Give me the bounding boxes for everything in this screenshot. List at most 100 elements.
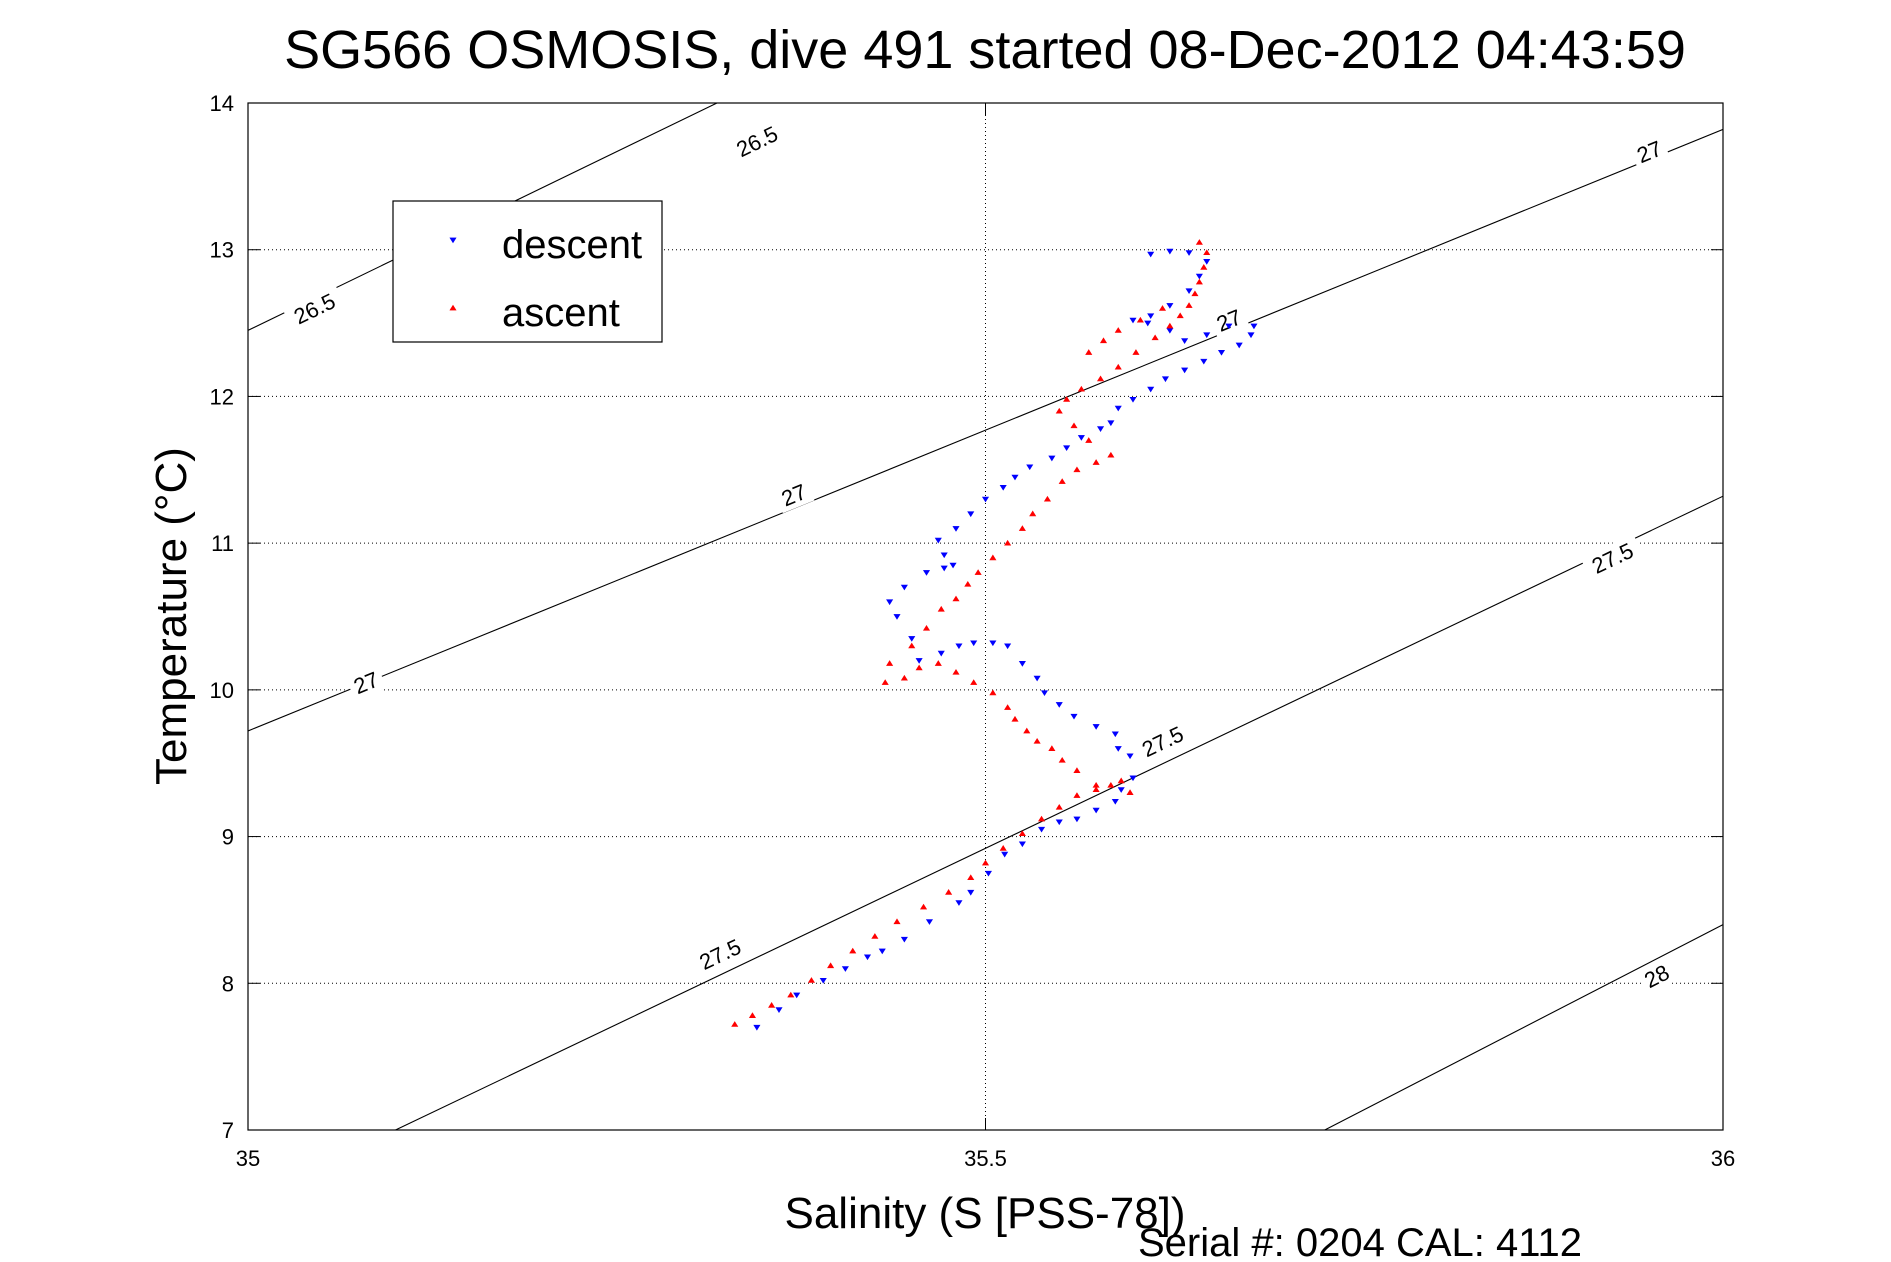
descent-point (1114, 405, 1122, 412)
descent-point (1055, 702, 1063, 708)
ascent-point (1107, 451, 1115, 458)
descent-point (970, 640, 978, 647)
contour-label-gap (688, 929, 752, 979)
ascent-point (952, 595, 960, 602)
descent-point (952, 526, 960, 532)
ascent-point (1029, 510, 1037, 517)
descent-point (1203, 332, 1211, 339)
y-tick-label: 9 (222, 825, 234, 850)
ascent-point (1085, 349, 1093, 355)
ascent-point (900, 674, 908, 681)
ascent-point (952, 668, 960, 675)
ascent-point (1092, 459, 1100, 465)
ascent-point (1085, 437, 1093, 443)
ascent-point (934, 660, 942, 666)
legend-label-ascent: ascent (502, 291, 620, 335)
descent-point (900, 584, 908, 591)
ascent-point (989, 554, 997, 561)
descent-point (793, 992, 801, 999)
descent-point (1040, 690, 1049, 697)
legend-markers (449, 237, 457, 311)
ascent-point (967, 874, 975, 881)
descent-point (1114, 746, 1122, 752)
descent-point (1048, 455, 1056, 462)
descent-point (1111, 798, 1119, 805)
ascent-point (748, 1012, 756, 1018)
descent-point (1195, 273, 1203, 280)
y-axis-label: Temperature (°C) (147, 447, 196, 785)
legend-label-descent: descent (502, 223, 642, 267)
ascent-point (1055, 407, 1063, 414)
descent-point (1055, 819, 1063, 826)
ascent-point (1099, 337, 1108, 344)
ascent-point (964, 580, 972, 587)
y-tick-label: 7 (222, 1118, 234, 1143)
ascent-point (1073, 466, 1081, 473)
descent-point (999, 484, 1007, 491)
descent-point (1181, 367, 1189, 374)
descent-point (1038, 826, 1046, 833)
contour-line (1324, 924, 1723, 1130)
legend-box (392, 200, 663, 343)
ascent-point (1043, 495, 1051, 502)
descent-point (984, 870, 992, 877)
descent-point (915, 658, 923, 664)
y-tick-label: 10 (210, 678, 234, 703)
x-tick-label: 36 (1711, 1146, 1735, 1171)
contour-26-5: 26.526.5 (248, 103, 789, 333)
contour-line (248, 128, 1723, 732)
descent-point (1185, 250, 1193, 256)
ascent-point (970, 679, 978, 685)
descent-point (1147, 251, 1155, 258)
ascent-point (881, 679, 889, 685)
descent-point (940, 552, 948, 559)
contour-label-gap (1628, 132, 1670, 170)
ascent-point (787, 991, 795, 998)
contour-line (248, 103, 719, 331)
descent-point (1129, 317, 1137, 324)
x-axis-label: Salinity (S [PSS-78]) (784, 1189, 1185, 1238)
ascent-point (1114, 363, 1122, 370)
descent-point (949, 562, 957, 569)
descent-point (1129, 396, 1137, 403)
ascent-point (1018, 830, 1026, 837)
descent-point (1111, 731, 1119, 738)
chart-title: SG566 OSMOSIS, dive 491 started 08-Dec-2… (284, 20, 1686, 80)
ascent-point (920, 903, 928, 910)
descent-point (1001, 851, 1009, 858)
descent-point (967, 889, 975, 896)
ascent-point (1092, 781, 1100, 788)
contour-line (395, 495, 1723, 1130)
descent-point (753, 1024, 761, 1031)
ascent-point (1203, 249, 1211, 256)
axis-ticks: 35 35.5 36 7 8 9 10 11 12 13 14 (210, 91, 1736, 1171)
descent-point (1203, 259, 1211, 265)
ascent-point (871, 933, 879, 939)
contour-label-gap (1580, 533, 1645, 583)
ascent-point (1114, 327, 1122, 333)
y-tick-label: 11 (211, 531, 234, 556)
descent-point (1166, 248, 1174, 255)
descent-point (1092, 807, 1100, 814)
ascent-point (945, 889, 953, 895)
ascent-point (1004, 539, 1012, 546)
data-series (731, 239, 1258, 1031)
y-tick-label: 8 (222, 971, 234, 996)
descent-point (1161, 376, 1169, 383)
descent-point (1147, 386, 1155, 393)
descent-point (1063, 445, 1071, 452)
descent-point (981, 496, 990, 503)
descent-point (893, 614, 901, 620)
ascent-point (1195, 278, 1203, 285)
ascent-point (827, 962, 835, 969)
ascent-point (937, 605, 945, 612)
ascent-point (1166, 322, 1174, 329)
descent-point (1033, 675, 1041, 682)
series-descent (753, 248, 1258, 1031)
y-tick-label: 13 (210, 238, 234, 263)
descent-point (1004, 643, 1012, 650)
descent-point (1217, 350, 1226, 356)
